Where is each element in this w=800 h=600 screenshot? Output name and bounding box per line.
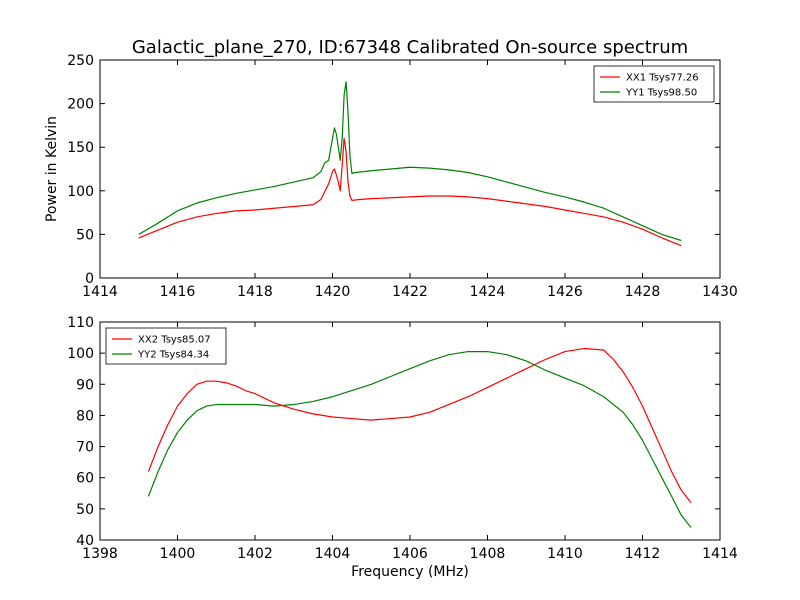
y-tick-label: 40	[76, 533, 94, 549]
series-line-2	[147, 350, 692, 528]
y-axis-label: Power in Kelvin	[44, 116, 60, 222]
x-tick-label: 1420	[315, 284, 351, 300]
x-tick-label: 1414	[82, 284, 118, 300]
y-tick-label: 200	[67, 97, 94, 113]
legend-label: YY1 Tsys98.50	[625, 88, 697, 99]
x-tick-label: 1410	[547, 546, 583, 562]
y-tick-label: 150	[67, 140, 94, 156]
y-tick-label: 50	[76, 502, 94, 518]
legend-box	[105, 327, 227, 365]
x-tick-label: 1424	[470, 284, 506, 300]
legend-label: XX1 Tsys77.26	[626, 73, 699, 84]
legend-label: YY2 Tsys84.34	[137, 350, 209, 361]
legend: XX2 Tsys85.07 YY2 Tsys84.34	[105, 327, 227, 365]
top-plot: 1414 1416 1418 1420 1422 1424 1426 1428 1430 0 50 1…	[44, 53, 738, 300]
x-tick-label: 1408	[470, 546, 506, 562]
legend-label: XX2 Tsys85.07	[138, 335, 211, 346]
x-tick-label: 1398	[82, 546, 118, 562]
x-tick-label: 1430	[702, 284, 738, 300]
y-tick-label: 60	[76, 471, 94, 487]
x-tick-label: 1418	[237, 284, 273, 300]
y-tick-label: 80	[76, 408, 94, 424]
x-tick-label: 1416	[160, 284, 196, 300]
x-tick-label: 1400	[160, 546, 196, 562]
x-axis-label: Frequency (MHz)	[351, 564, 469, 580]
y-tick-label: 110	[67, 315, 94, 331]
y-tick-label: 90	[76, 377, 94, 393]
x-tick-label: 1406	[392, 546, 428, 562]
x-tick-label: 1402	[237, 546, 273, 562]
legend-box	[593, 65, 715, 103]
y-tick-label: 250	[67, 53, 94, 69]
series-line-1	[147, 347, 692, 503]
series-line-2	[138, 81, 682, 242]
y-tick-label: 100	[67, 184, 94, 200]
y-tick-label: 50	[76, 227, 94, 243]
x-tick-label: 1428	[625, 284, 661, 300]
x-tick-label: 1422	[392, 284, 428, 300]
x-tick-label: 1412	[625, 546, 661, 562]
x-tick-label: 1426	[547, 284, 583, 300]
series-line-1	[138, 137, 682, 247]
bottom-plot: 1398 1400 1402 1404 1406 1408 1410 1412 1414 40 50…	[67, 315, 738, 580]
y-tick-label: 70	[76, 440, 94, 456]
y-tick-label: 0	[85, 271, 94, 287]
y-tick-label: 100	[67, 346, 94, 362]
x-tick-label: 1404	[315, 546, 351, 562]
legend: XX1 Tsys77.26 YY1 Tsys98.50	[593, 65, 715, 103]
x-tick-label: 1414	[702, 546, 738, 562]
chart-title: Galactic_plane_270, ID:67348 Calibrated …	[132, 37, 688, 58]
